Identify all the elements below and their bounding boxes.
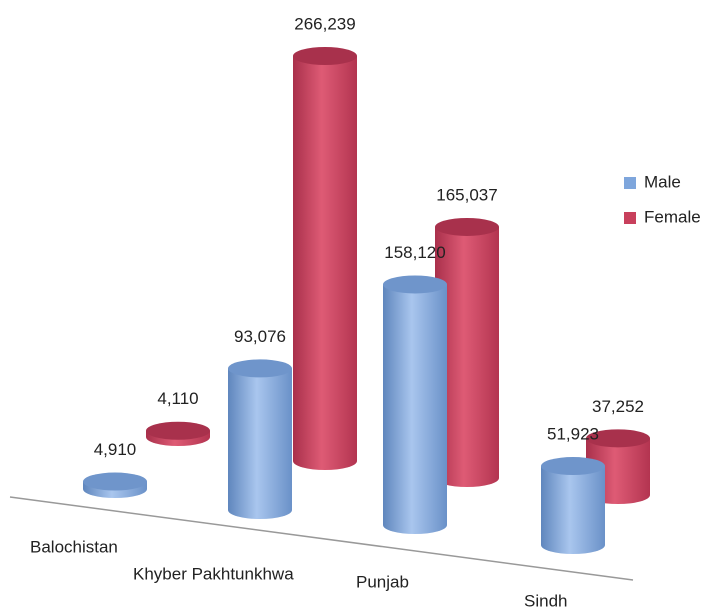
value-label: 51,923 [547, 424, 599, 443]
category-label: Sindh [524, 591, 567, 608]
cylinder-body [293, 56, 357, 461]
cylinder-body [541, 466, 605, 545]
cylinder-top [383, 275, 447, 294]
cylinder-body [228, 368, 292, 510]
cylinder [383, 275, 447, 534]
cylinder-bottom [383, 516, 447, 534]
category-label: Khyber Pakhtunkhwa [133, 564, 294, 583]
cylinder [541, 457, 605, 554]
value-label: 266,239 [294, 14, 355, 33]
legend-label: Female [644, 207, 701, 226]
cylinder-bottom [541, 536, 605, 554]
floor-line [9, 496, 634, 581]
cylinder-bottom [293, 452, 357, 470]
category-label: Punjab [356, 572, 409, 591]
value-label: 93,076 [234, 327, 286, 346]
cylinder-top [293, 47, 357, 65]
cylinder-top [541, 457, 605, 476]
cylinder [146, 421, 210, 446]
category-label: Balochistan [30, 537, 118, 556]
cylinder-top [146, 421, 210, 440]
cylinder-bottom [435, 469, 499, 487]
value-label: 165,037 [436, 185, 497, 204]
cylinder-top [83, 472, 147, 491]
cylinder [228, 359, 292, 519]
legend-swatch [624, 177, 636, 189]
legend-swatch [624, 212, 636, 224]
legend-label: Male [644, 172, 681, 191]
cylinder [83, 472, 147, 498]
cylinder-top [435, 217, 499, 236]
value-label: 37,252 [592, 397, 644, 416]
value-label: 158,120 [384, 243, 445, 262]
cylinder-top [586, 429, 650, 448]
cylinder-top [228, 359, 292, 378]
cylinder [293, 47, 357, 470]
cylinder-body [383, 284, 447, 525]
cylinder-bottom [228, 501, 292, 519]
value-label: 4,910 [94, 440, 137, 459]
value-label: 4,110 [157, 389, 198, 408]
